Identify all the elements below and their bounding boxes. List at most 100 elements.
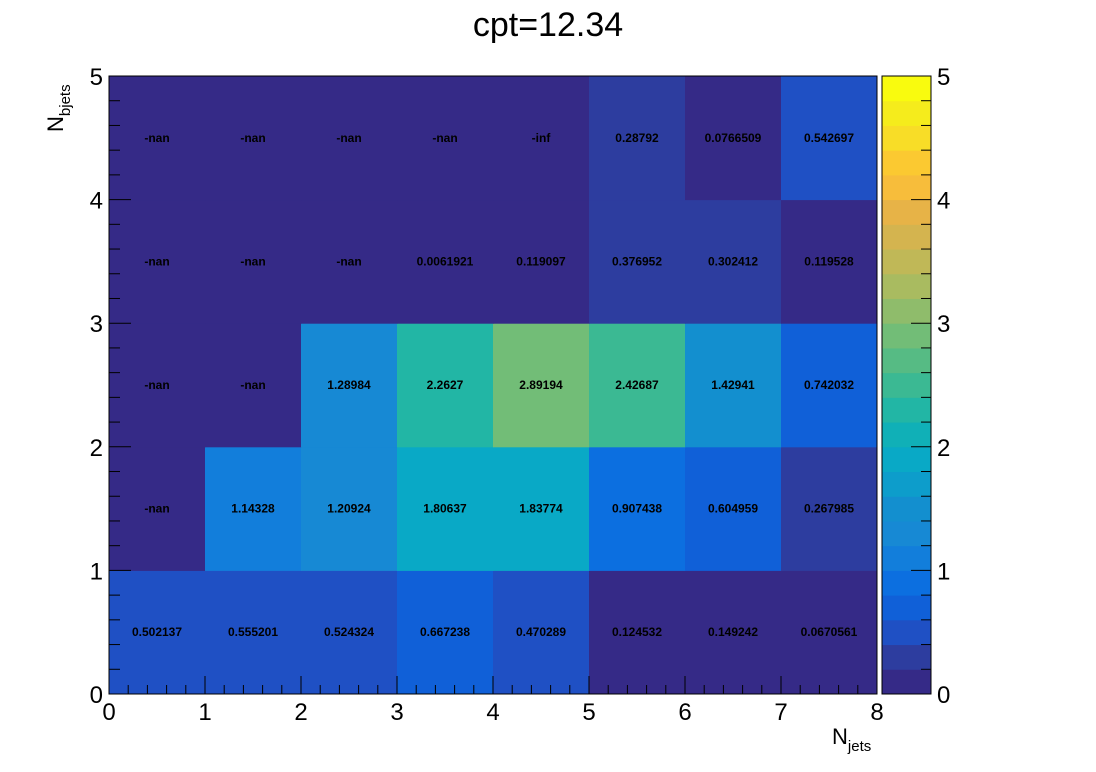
colorbar-segment	[882, 545, 931, 571]
cell-value-label: 0.0670561	[801, 625, 858, 639]
colorbar-segment	[882, 174, 931, 201]
x-axis-label-main: N	[832, 724, 848, 749]
x-tick-label: 8	[870, 699, 883, 726]
heatmap-cell	[205, 76, 302, 201]
cell-value-label: -inf	[532, 131, 552, 145]
colorbar-segment	[882, 644, 931, 670]
heatmap-cell	[589, 446, 686, 571]
colorbar-segment	[882, 224, 931, 250]
cell-value-label: 1.83774	[519, 502, 563, 516]
heatmap-cell	[301, 446, 398, 571]
colorbar-segment	[882, 471, 931, 497]
y-axis: 0 1 2 3 4 5	[90, 64, 131, 709]
cell-value-label: 2.42687	[615, 378, 659, 392]
colorbar-segment	[882, 100, 931, 126]
cell-value-label: 0.149242	[708, 625, 758, 639]
y-axis-label: Nbjets	[43, 84, 74, 132]
cell-value-label: -nan	[144, 502, 169, 516]
colorbar-segment	[882, 150, 931, 176]
cell-value-label: 0.667238	[420, 625, 470, 639]
x-axis-label: Njets	[832, 724, 871, 755]
heatmap-cell	[589, 570, 686, 695]
heatmap-cell	[493, 570, 590, 695]
heatmap-cell	[781, 570, 878, 695]
x-tick-label: 4	[486, 699, 499, 726]
heatmap-cell	[301, 570, 398, 695]
heatmap-cells	[109, 76, 878, 695]
heatmap-cell	[781, 199, 878, 324]
heatmap-cell	[685, 323, 782, 448]
cell-value-label: 1.28984	[327, 378, 371, 392]
heatmap-cell	[589, 76, 686, 201]
heatmap-cell	[205, 323, 302, 448]
cell-value-label: 0.0766509	[705, 131, 762, 145]
cell-value-label: 0.267985	[804, 502, 854, 516]
cell-value-label: 0.470289	[516, 625, 566, 639]
cell-value-label: 0.0061921	[417, 254, 474, 268]
x-tick-label: 0	[102, 699, 115, 726]
colorbar-segment	[882, 595, 931, 621]
colorbar-tick-label: 0	[937, 682, 950, 709]
cell-value-label: -nan	[240, 378, 265, 392]
y-tick-label: 0	[90, 682, 103, 709]
heatmap-cell	[685, 446, 782, 571]
x-axis-label-sub: jets	[847, 738, 871, 755]
y-axis-label-sub: bjets	[57, 84, 74, 116]
cell-value-label: 0.124532	[612, 625, 662, 639]
heatmap-cell	[781, 76, 878, 201]
x-tick-label: 6	[678, 699, 691, 726]
cell-value-label: 0.907438	[612, 502, 662, 516]
heatmap-cell	[301, 199, 398, 324]
heatmap-cell	[301, 323, 398, 448]
cell-value-label: 0.542697	[804, 131, 854, 145]
heatmap-cell	[493, 323, 590, 448]
colorbar-segment	[882, 249, 931, 275]
heatmap-cell	[397, 76, 494, 201]
colorbar-segment	[882, 76, 931, 102]
colorbar-tick-label: 4	[937, 188, 950, 215]
heatmap-cell	[493, 76, 590, 201]
heatmap-cell	[397, 323, 494, 448]
cell-value-label: -nan	[240, 254, 265, 268]
colorbar-segment	[882, 397, 931, 423]
heatmap-cell	[781, 323, 878, 448]
chart-title: cpt=12.34	[473, 6, 623, 44]
cell-value-label: -nan	[144, 131, 169, 145]
x-axis: 0 1 2 3 4 5 6 7 8	[102, 676, 884, 726]
y-tick-label: 1	[90, 558, 103, 585]
colorbar-segment	[882, 570, 931, 596]
cell-value-label: 0.502137	[132, 625, 182, 639]
cell-value-label: -nan	[336, 254, 361, 268]
svg-text:Njets: Njets	[832, 724, 871, 755]
colorbar-segment	[882, 372, 931, 398]
y-tick-label: 2	[90, 435, 103, 462]
x-tick-label: 5	[582, 699, 595, 726]
colorbar-segment	[882, 273, 931, 299]
heatmap-cell	[205, 570, 302, 695]
heatmap-cell	[685, 570, 782, 695]
color-scale-bar: 0 1 2 3 4 5	[881, 64, 950, 709]
cell-value-label: -nan	[144, 378, 169, 392]
colorbar-segment	[882, 347, 931, 374]
x-tick-label: 2	[294, 699, 307, 726]
cell-value-label: -nan	[240, 131, 265, 145]
colorbar-tick-label: 3	[937, 311, 950, 338]
cell-value-label: 2.2627	[427, 378, 464, 392]
y-axis-label-main: N	[43, 116, 68, 132]
colorbar-segment	[882, 323, 931, 349]
heatmap-cell	[397, 446, 494, 571]
cell-value-label: 0.28792	[615, 131, 659, 145]
colorbar-segment	[882, 520, 931, 547]
cell-labels: 0.502137 0.555201 0.524324 0.667238 0.470289…	[132, 131, 858, 639]
cell-value-label: 1.42941	[711, 378, 755, 392]
cell-value-label: 0.742032	[804, 378, 854, 392]
colorbar-segment	[882, 298, 931, 324]
heatmap-cell	[397, 570, 494, 695]
colorbar-border	[881, 75, 932, 695]
heatmap-cell	[685, 199, 782, 324]
heatmap-cell	[493, 446, 590, 571]
colorbar-segment	[882, 496, 931, 522]
cell-value-label: 1.80637	[423, 502, 467, 516]
colorbar-segment	[882, 446, 931, 473]
heatmap-cell	[109, 76, 206, 201]
